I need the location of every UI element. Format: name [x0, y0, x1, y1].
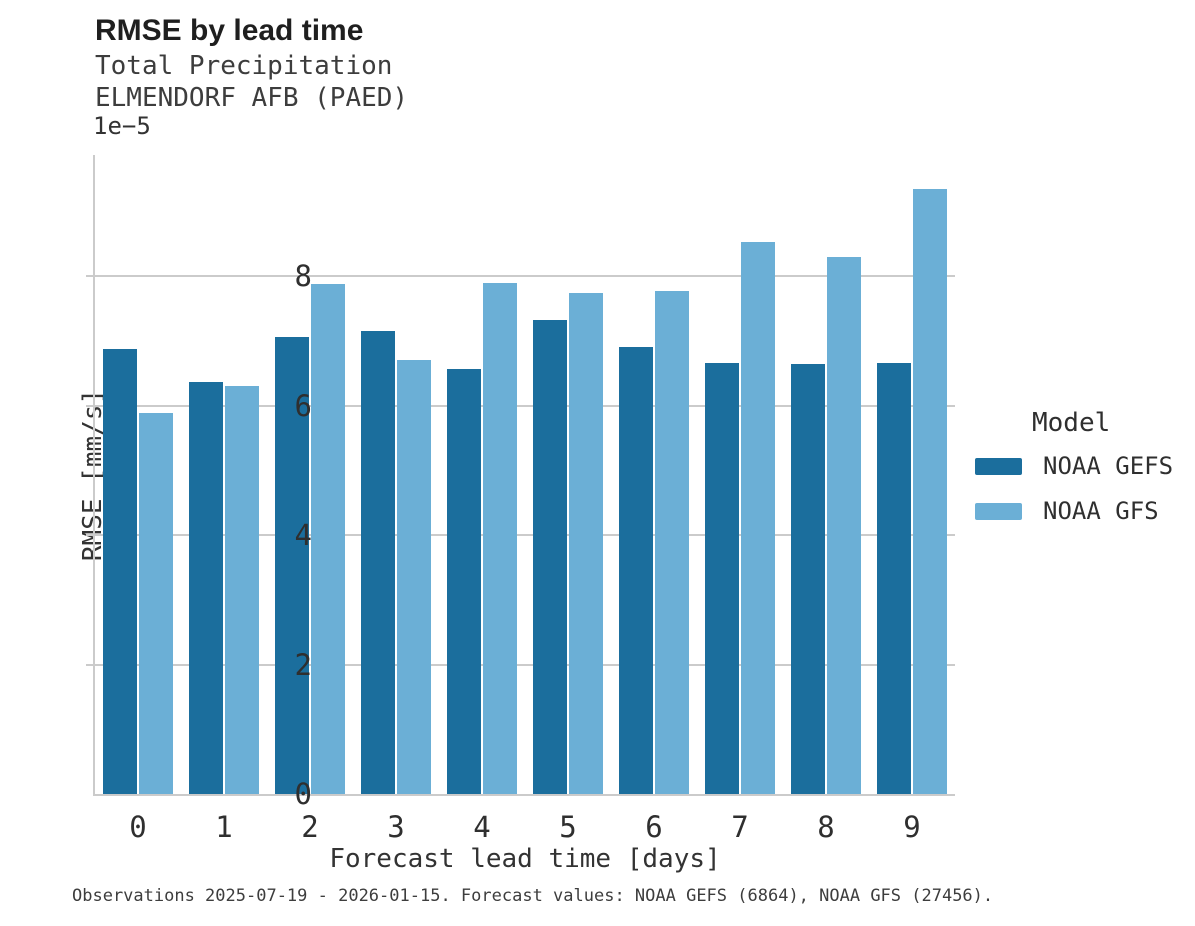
- x-tick-label-8: 8: [817, 810, 835, 844]
- x-tick-label-4: 4: [473, 810, 491, 844]
- bar-noaa-gefs-lead-8: [791, 364, 825, 794]
- bar-noaa-gfs-lead-0: [139, 413, 173, 794]
- bar-noaa-gfs-lead-1: [225, 386, 259, 794]
- y-tick-mark-4: [86, 534, 95, 537]
- chart-subtitle: Total Precipitation ELMENDORF AFB (PAED): [95, 50, 408, 114]
- gridline-y-2: [95, 663, 955, 666]
- y-tick-mark-8: [86, 275, 95, 278]
- y-axis-offset-text: 1e−5: [93, 112, 151, 140]
- bar-noaa-gefs-lead-4: [447, 369, 481, 794]
- y-tick-mark-6: [86, 404, 95, 407]
- x-tick-label-0: 0: [129, 810, 147, 844]
- legend-item-noaa-gefs: NOAA GEFS: [975, 452, 1190, 480]
- bar-noaa-gefs-lead-0: [103, 349, 137, 794]
- legend-swatch-icon: [975, 457, 1022, 475]
- bar-noaa-gfs-lead-3: [397, 359, 431, 794]
- x-axis-label: Forecast lead time [days]: [329, 844, 721, 874]
- bar-noaa-gefs-lead-7: [705, 363, 739, 794]
- bar-noaa-gfs-lead-4: [483, 282, 517, 794]
- legend-swatch-icon: [975, 502, 1022, 520]
- bar-noaa-gefs-lead-1: [189, 382, 223, 794]
- legend: Model NOAA GEFS NOAA GFS: [975, 408, 1190, 542]
- x-tick-label-3: 3: [387, 810, 405, 844]
- bar-noaa-gefs-lead-9: [877, 363, 911, 794]
- x-tick-label-9: 9: [903, 810, 921, 844]
- y-tick-label-0: 0: [294, 777, 312, 811]
- bar-noaa-gfs-lead-5: [569, 292, 603, 794]
- x-axis-spine: [93, 794, 955, 796]
- x-tick-label-2: 2: [301, 810, 319, 844]
- x-tick-label-1: 1: [215, 810, 233, 844]
- gridline-y-6: [95, 404, 955, 407]
- y-tick-label-2: 2: [294, 647, 312, 682]
- legend-item-label: NOAA GEFS: [1043, 452, 1174, 480]
- gridline-y-4: [95, 534, 955, 537]
- y-tick-label-4: 4: [294, 518, 312, 553]
- bar-noaa-gfs-lead-9: [913, 188, 947, 794]
- x-tick-label-6: 6: [645, 810, 663, 844]
- legend-item-label: NOAA GFS: [1043, 497, 1159, 525]
- y-tick-label-6: 6: [294, 388, 312, 423]
- bar-noaa-gefs-lead-2: [275, 336, 309, 794]
- chart-title: RMSE by lead time: [95, 14, 364, 47]
- plot-area: [86, 155, 955, 796]
- chart-subtitle-line-1: Total Precipitation: [95, 51, 393, 81]
- y-tick-mark-2: [86, 663, 95, 666]
- bar-noaa-gfs-lead-2: [311, 284, 345, 794]
- x-tick-label-5: 5: [559, 810, 577, 844]
- gridline-y-8: [95, 275, 955, 278]
- footer-caption: Observations 2025-07-19 - 2026-01-15. Fo…: [72, 886, 994, 906]
- chart-subtitle-line-2: ELMENDORF AFB (PAED): [95, 83, 409, 113]
- legend-title: Model: [1032, 408, 1111, 438]
- x-tick-label-7: 7: [731, 810, 749, 844]
- bar-noaa-gfs-lead-8: [827, 257, 861, 794]
- bar-noaa-gefs-lead-6: [619, 347, 653, 794]
- bar-noaa-gefs-lead-3: [361, 331, 395, 794]
- y-tick-label-8: 8: [294, 259, 312, 294]
- y-axis-spine: [93, 155, 95, 794]
- bar-noaa-gefs-lead-5: [533, 320, 567, 794]
- bar-noaa-gfs-lead-6: [655, 290, 689, 794]
- bar-noaa-gfs-lead-7: [741, 242, 775, 794]
- legend-item-noaa-gfs: NOAA GFS: [975, 497, 1190, 525]
